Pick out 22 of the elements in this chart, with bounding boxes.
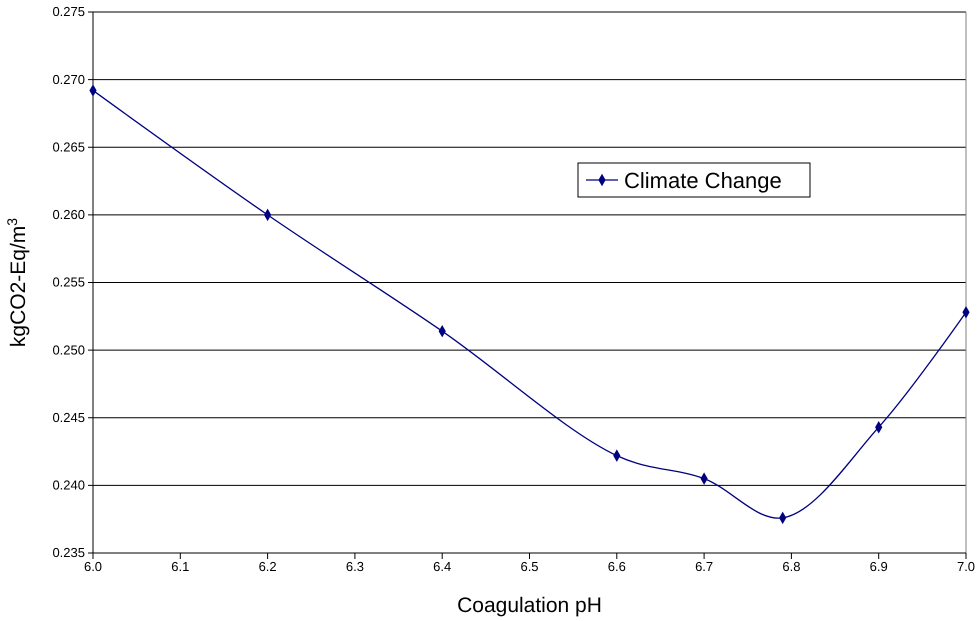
y-tick-label: 0.270 xyxy=(52,72,85,87)
y-tick-label: 0.265 xyxy=(52,139,85,154)
y-tick-label: 0.245 xyxy=(52,410,85,425)
y-tick-label: 0.260 xyxy=(52,207,85,222)
x-tick-label: 6.1 xyxy=(171,559,190,574)
y-tick-label: 0.240 xyxy=(52,478,85,493)
x-tick-label: 7.0 xyxy=(956,559,976,574)
y-tick-label: 0.275 xyxy=(52,4,85,20)
x-axis-title: Coagulation pH xyxy=(457,594,602,617)
x-tick-label: 6.9 xyxy=(870,559,888,574)
x-tick-label: 6.0 xyxy=(84,559,102,574)
x-tick-label: 6.5 xyxy=(520,559,539,574)
x-tick-label: 6.8 xyxy=(782,559,800,574)
x-tick-label: 6.4 xyxy=(433,559,452,574)
y-tick-label: 0.255 xyxy=(52,274,85,290)
x-tick-label: 6.3 xyxy=(346,559,364,574)
x-tick-label: 6.6 xyxy=(608,559,626,574)
x-tick-label: 6.2 xyxy=(258,559,277,574)
y-tick-label: 0.235 xyxy=(52,545,85,560)
x-tick-label: 6.7 xyxy=(695,559,714,574)
legend-label: Climate Change xyxy=(624,168,782,193)
y-tick-label: 0.250 xyxy=(52,342,85,358)
